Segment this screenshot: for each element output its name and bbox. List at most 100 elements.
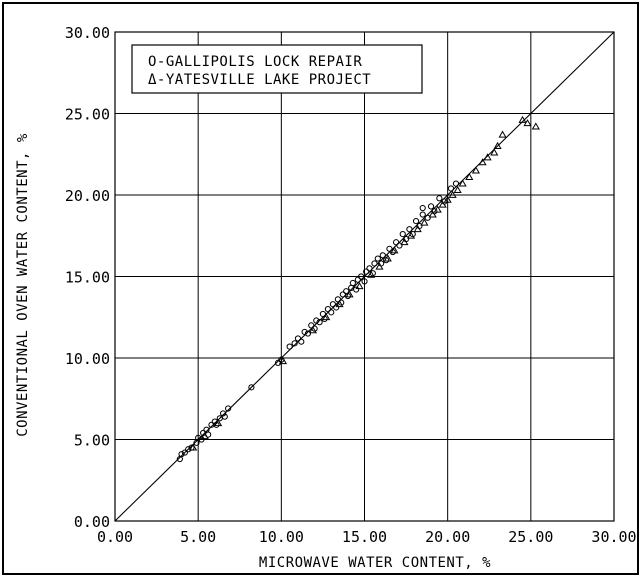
x-axis-title: MICROWAVE WATER CONTENT, % [259, 555, 491, 571]
data-point-circle [358, 273, 365, 280]
data-point-circle [349, 279, 356, 287]
data-point-triangle [523, 119, 532, 127]
data-point-triangle [355, 282, 364, 290]
data-point-circle [452, 180, 460, 187]
data-point-circle [447, 185, 455, 192]
x-tick-label: 25.00 [508, 528, 553, 546]
data-point-triangle [383, 254, 392, 262]
data-point-triangle [490, 148, 499, 156]
data-point-triangle [278, 357, 288, 365]
data-point-circle [294, 335, 302, 342]
data-point-triangle [498, 130, 507, 138]
x-tick-label: 5.00 [180, 528, 216, 546]
data-point-triangle [518, 115, 527, 123]
data-point-triangle [433, 205, 442, 213]
data-point-triangle [493, 141, 502, 149]
data-point-circle [181, 449, 188, 456]
data-point-circle [419, 211, 426, 218]
data-point-circle [406, 226, 413, 233]
data-point-circle [298, 338, 305, 345]
data-point-triangle [448, 190, 457, 198]
data-point-triangle [322, 313, 331, 321]
data-point-circle [386, 245, 393, 252]
data-point-circle [304, 330, 312, 337]
y-tick-label: 10.00 [65, 350, 110, 368]
data-point-triangle [453, 185, 462, 194]
data-point-triangle [478, 158, 487, 166]
data-point-triangle [465, 172, 474, 180]
data-point-circle [371, 260, 378, 267]
data-point-circle [419, 204, 426, 212]
data-point-circle [286, 343, 293, 350]
data-point-circle [313, 317, 320, 324]
data-point-triangle [438, 200, 447, 208]
data-point-circle [291, 340, 298, 347]
data-point-circle [301, 328, 308, 336]
data-point-triangle [471, 166, 481, 174]
data-point-triangle [483, 153, 492, 161]
y-tick-label: 0.00 [74, 513, 110, 531]
data-point-circle [354, 276, 361, 283]
data-point-circle [220, 410, 227, 417]
data-point-circle [248, 384, 255, 391]
data-point-triangle [531, 122, 540, 130]
data-point-triangle [420, 218, 429, 226]
x-tick-label: 30.00 [591, 528, 636, 546]
data-point-triangle [443, 195, 452, 203]
legend: O-GALLIPOLIS LOCK REPAIR Δ-YATESVILLE LA… [131, 44, 423, 94]
data-point-circle [225, 405, 232, 412]
data-point-triangle [458, 179, 467, 187]
data-point-circle [396, 242, 403, 249]
data-point-triangle [308, 326, 317, 334]
data-point-triangle [189, 443, 198, 451]
data-point-circle [333, 304, 340, 311]
legend-entry-gallipolis: O-GALLIPOLIS LOCK REPAIR [148, 54, 362, 70]
data-point-circle [374, 255, 381, 262]
data-point-triangle [428, 210, 437, 218]
data-points [176, 115, 540, 463]
data-point-circle [198, 436, 205, 443]
data-point-triangle [375, 262, 384, 270]
x-tick-label: 20.00 [425, 528, 470, 546]
data-point-circle [353, 286, 360, 293]
data-point-circle [178, 451, 185, 458]
x-tick-labels: 0.00 5.00 10.00 15.00 20.00 25.00 30.00 [97, 528, 637, 546]
plot-area-border [114, 31, 615, 522]
y-tick-label: 25.00 [65, 106, 110, 124]
y-tick-label: 15.00 [65, 269, 110, 287]
y-tick-label: 5.00 [74, 432, 110, 450]
y-axis-title: CONVENTIONAL OVEN WATER CONTENT, % [15, 133, 31, 437]
y-tick-label: 30.00 [65, 24, 110, 42]
data-point-circle [316, 319, 323, 326]
legend-entry-yatesville: Δ-YATESVILLE LAKE PROJECT [148, 72, 371, 88]
data-point-circle [363, 268, 370, 275]
data-point-circle [334, 296, 341, 303]
data-point-circle [427, 203, 435, 210]
data-point-triangle [367, 270, 376, 278]
data-point-circle [361, 278, 368, 285]
data-point-triangle [200, 432, 209, 440]
data-point-circle [308, 322, 315, 329]
data-point-circle [412, 217, 420, 225]
data-point-circle [393, 239, 400, 246]
data-point-circle [339, 291, 346, 298]
legend-box [131, 44, 423, 94]
y-tick-label: 20.00 [65, 187, 110, 205]
x-tick-label: 10.00 [259, 528, 304, 546]
data-point-circle [424, 214, 431, 221]
data-point-triangle [345, 290, 354, 298]
data-point-triangle [335, 300, 344, 308]
data-point-triangle [407, 231, 416, 239]
data-point-circle [436, 195, 443, 202]
data-point-circle [324, 306, 332, 313]
x-tick-label: 15.00 [342, 528, 387, 546]
data-point-circle [221, 413, 228, 420]
x-tick-label: 0.00 [97, 528, 133, 546]
y-tick-labels: 0.00 5.00 10.00 15.00 20.00 25.00 30.00 [65, 24, 110, 531]
data-point-circle [328, 309, 335, 316]
data-point-triangle [413, 225, 422, 233]
data-point-triangle [214, 418, 223, 427]
data-point-circle [366, 265, 373, 272]
